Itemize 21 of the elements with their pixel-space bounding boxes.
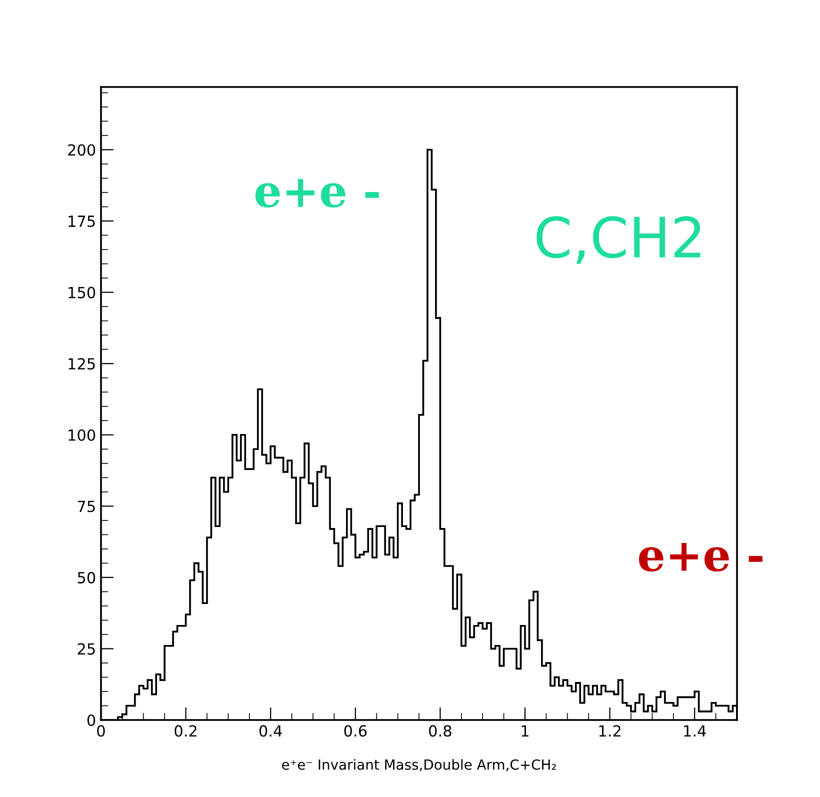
x-tick-label: 1.4 [684,725,706,736]
annotation: e+e - [638,542,762,572]
y-tick-label: 25 [78,643,95,655]
y-tick-label: 175 [68,216,95,228]
y-tick-label: 125 [68,358,95,370]
x-tick-label: 0.2 [174,725,196,737]
x-tick-label: 0.4 [259,725,282,737]
x-tick-label: 0.6 [344,725,367,737]
x-axis-title: e⁺e⁻ Invariant Mass,Double Arm,C+CH₂ [282,759,556,772]
y-tick-label: 50 [78,572,96,584]
y-tick-label: 100 [68,429,96,441]
annotation: e+e - [255,179,379,208]
x-tick-label: 1.2 [599,725,620,736]
x-tick-label: 1 [522,725,528,736]
y-tick-label: 200 [68,144,96,156]
x-tick-label: 0.8 [429,725,452,737]
y-tick-label: 0 [87,714,96,726]
y-tick-label: 150 [68,286,96,298]
x-tick-label: 0 [97,725,105,737]
y-tick-label: 75 [78,500,95,512]
annotation: C,CH2 [536,216,700,264]
